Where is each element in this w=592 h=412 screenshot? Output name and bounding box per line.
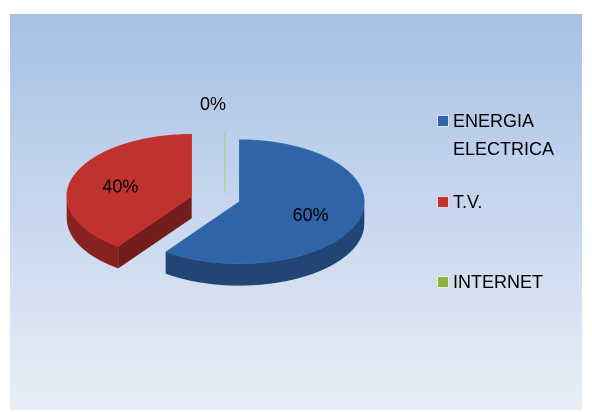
slice bbox=[165, 139, 365, 264]
legend-entry: INTERNET bbox=[437, 268, 573, 296]
legend-entry: T.V. bbox=[437, 188, 573, 216]
data-label: 0% bbox=[200, 94, 226, 114]
legend-label: INTERNET bbox=[453, 272, 543, 292]
legend-label: T.V. bbox=[453, 192, 483, 212]
legend-swatch bbox=[437, 196, 449, 208]
pie bbox=[66, 131, 365, 286]
legend-label: ENERGIA ELECTRICA bbox=[453, 111, 555, 159]
slice bbox=[66, 133, 192, 247]
legend-entry: ENERGIA ELECTRICA bbox=[437, 107, 573, 163]
data-label: 60% bbox=[293, 205, 329, 225]
slice-side bbox=[118, 196, 192, 269]
slice-side bbox=[66, 196, 119, 269]
legend-swatch bbox=[437, 115, 449, 127]
data-label: 40% bbox=[102, 176, 138, 196]
legend-swatch bbox=[437, 276, 449, 288]
slice-side bbox=[165, 201, 365, 286]
